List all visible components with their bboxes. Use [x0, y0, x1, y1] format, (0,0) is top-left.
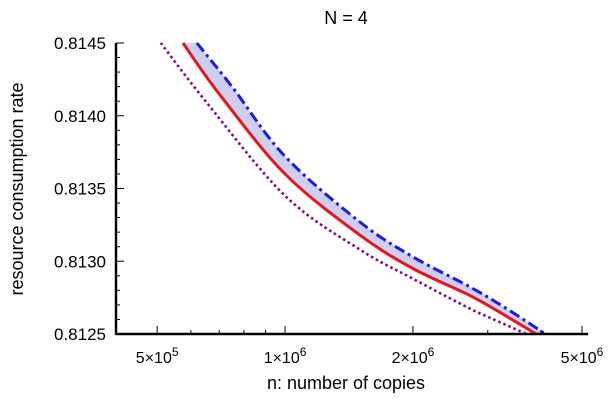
axes-layer: 0.8125 0.8130 0.8135 0.8140 0.8145 5×105 1×106…: [54, 34, 604, 367]
x-tick-label: 5×105: [136, 345, 179, 367]
y-tick-label: 0.8140: [54, 107, 106, 126]
x-tick-label: 5×106: [561, 345, 604, 367]
x-tick-label: 2×106: [392, 345, 435, 367]
y-axis-label: resource consumption rate: [7, 82, 27, 295]
series-blue-dashdot-line: [195, 42, 547, 336]
y-tick-label: 0.8130: [54, 252, 106, 271]
series-layer: [159, 42, 547, 336]
y-tick-label: 0.8145: [54, 34, 106, 53]
series-red-solid-line: [181, 42, 537, 336]
chart-title: N = 4: [324, 8, 368, 28]
series-purple-dotted-line: [159, 42, 527, 336]
y-tick-label: 0.8135: [54, 180, 106, 199]
y-tick-label: 0.8125: [54, 325, 106, 344]
x-axis-label: n: number of copies: [267, 373, 425, 393]
confidence-band: [183, 43, 546, 334]
x-tick-label: 1×106: [264, 345, 307, 367]
confidence-band-layer: [183, 43, 546, 334]
